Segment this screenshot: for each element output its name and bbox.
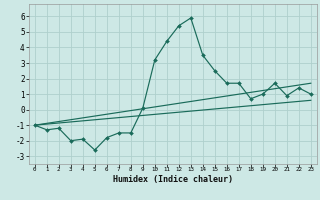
X-axis label: Humidex (Indice chaleur): Humidex (Indice chaleur) <box>113 175 233 184</box>
